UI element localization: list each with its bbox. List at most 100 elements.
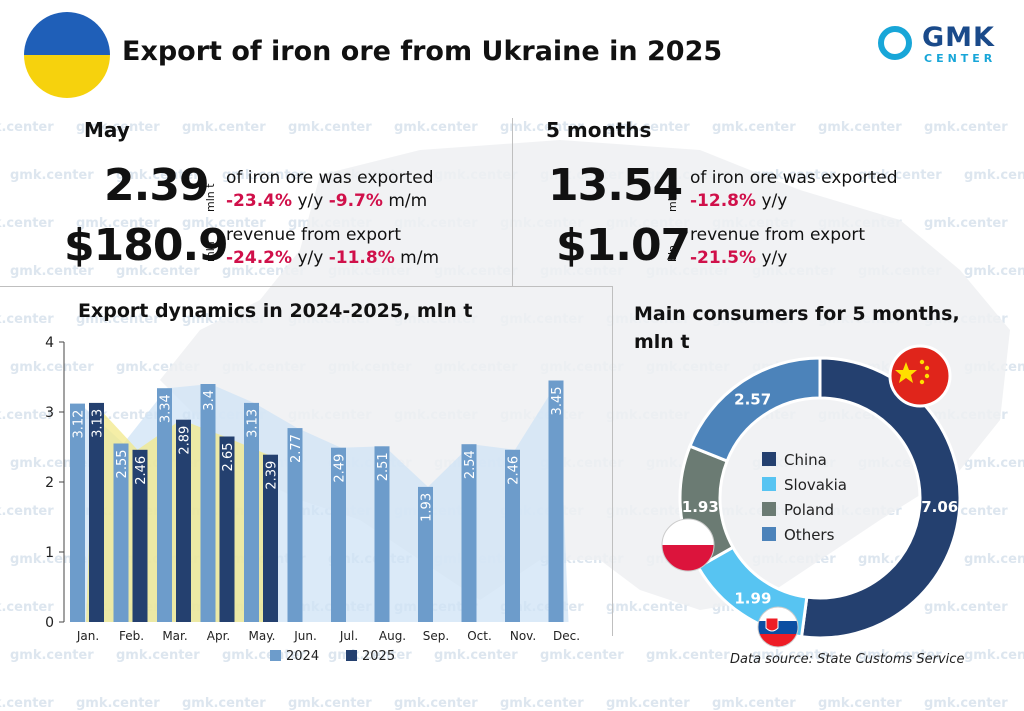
page-title: Export of iron ore from Ukraine in 2025 (122, 36, 723, 67)
x-tick-label: Jul. (339, 629, 358, 643)
x-tick-label: Oct. (467, 629, 492, 643)
bar-2024-label: 2.77 (289, 434, 304, 463)
donut-legend-label: China (784, 451, 827, 469)
y-tick-label: 2 (45, 475, 54, 491)
five-months-revenue: $1.07 (556, 220, 691, 271)
divider-horizontal (0, 286, 612, 287)
y-tick-label: 0 (45, 615, 54, 631)
five-months-volume-desc: of iron ore was exported (690, 168, 898, 188)
bar-2025-label: 2.65 (221, 443, 236, 472)
ukraine-flag-icon (24, 12, 110, 98)
five-months-revenue-change: -21.5% y/y (690, 248, 788, 268)
bar-chart-title: Export dynamics in 2024-2025, mln t (78, 300, 473, 322)
divider-vertical (512, 118, 513, 286)
slovakia-flag-icon (757, 606, 799, 648)
may-volume-desc: of iron ore was exported (226, 168, 434, 188)
bar-2024 (287, 428, 303, 622)
watermark-text: gmk.center (500, 696, 584, 711)
bar-2024-label: 1.93 (420, 493, 435, 522)
x-tick-label: Aug. (379, 629, 406, 643)
bar-2024 (244, 402, 259, 622)
may-revenue: $180.9 (64, 220, 229, 271)
x-tick-label: Sep. (423, 629, 449, 643)
may-volume: 2.39 (104, 160, 210, 211)
may-volume-change: -23.4% y/y -9.7% m/m (226, 191, 428, 211)
bar-2024 (70, 403, 85, 622)
divider-vertical-lower (612, 286, 613, 636)
donut-legend-label: Poland (784, 501, 834, 519)
five-months-revenue-yy: -21.5% (690, 248, 757, 268)
donut-legend-swatch (762, 502, 776, 516)
bar-2024-label: 2.46 (507, 456, 522, 485)
five-months-volume-change: -12.8% y/y (690, 191, 788, 211)
legend-swatch (346, 650, 357, 661)
bar-2025 (176, 419, 191, 622)
bar-2024-label: 3.4 (202, 390, 217, 411)
bar-2024 (548, 380, 564, 622)
donut-chart-title: Main consumers for 5 months, mln t (634, 303, 960, 353)
may-volume-mm: -9.7% (328, 191, 383, 211)
donut-slice-label: 1.99 (734, 589, 771, 607)
donut-slice-label: 1.93 (682, 498, 719, 516)
y-tick-label: 3 (45, 405, 54, 421)
watermark-text: gmk.center (394, 696, 478, 711)
bar-2024 (418, 486, 433, 622)
may-heading: May (84, 118, 130, 142)
five-months-volume-unit: mln t (666, 183, 679, 212)
bar-2025-label: 2.39 (265, 461, 280, 490)
five-months-volume-yy: -12.8% (690, 191, 757, 211)
bar-2025 (132, 449, 148, 622)
donut-legend-swatch (762, 452, 776, 466)
bar-2024 (113, 443, 129, 622)
watermark-text: gmk.center (818, 696, 902, 711)
donut-legend-label: Slovakia (784, 476, 847, 494)
may-revenue-desc: revenue from export (226, 225, 402, 245)
x-tick-label: May. (249, 629, 276, 643)
bar-2024-label: 3.12 (72, 410, 87, 439)
x-tick-label: Apr. (207, 629, 230, 643)
china-flag-icon (888, 344, 952, 408)
watermark-text: gmk.center (0, 696, 54, 711)
watermark-text: gmk.center (924, 696, 1008, 711)
five-months-revenue-desc: revenue from export (690, 225, 866, 245)
donut-legend-swatch (762, 527, 776, 541)
bar-2024 (374, 446, 390, 622)
x-tick-label: Jan. (76, 629, 99, 643)
may-revenue-change: -24.2% y/y -11.8% m/m (226, 248, 440, 268)
y-tick-label: 1 (45, 545, 54, 561)
donut-legend-label: Others (784, 526, 835, 544)
x-tick-label: Dec. (553, 629, 580, 643)
may-volume-yy: -23.4% (226, 191, 293, 211)
logo-ring-icon (878, 26, 912, 60)
bar-2024-label: 2.49 (333, 454, 348, 483)
watermark-text: gmk.center (76, 696, 160, 711)
bar-2024 (331, 447, 346, 622)
bar-2024-label: 2.54 (463, 450, 478, 479)
five-months-revenue-unit: bln (666, 244, 679, 262)
may-revenue-mm: -11.8% (328, 248, 395, 268)
bar-2025-label: 2.46 (134, 456, 149, 485)
legend-swatch (270, 650, 281, 661)
bar-chart: 0 1 2 3 4 3.12 3.13 Jan. 2.55 2.46 Feb. 3.34 2.89 Mar… (45, 335, 580, 664)
donut-chart: 7.06 1.99 1.93 2.57 China Slovakia Poland Other… (661, 344, 962, 648)
data-source: Data source: State Customs Service (730, 652, 965, 667)
bar-2024 (157, 388, 172, 622)
x-tick-label: Jun. (293, 629, 317, 643)
bar-2024 (461, 444, 477, 622)
donut-slice-label: 2.57 (734, 391, 771, 409)
donut-slice-label: 7.06 (921, 498, 958, 516)
bar-2024-label: 2.55 (115, 450, 130, 479)
logo-subtext: CENTER (924, 52, 997, 65)
donut-legend-swatch (762, 477, 776, 491)
bar-2024 (200, 384, 216, 622)
bar-2024-label: 3.45 (550, 387, 565, 416)
x-tick-label: Nov. (510, 629, 536, 643)
poland-flag-icon (661, 518, 715, 572)
donut-slice-china (799, 356, 962, 640)
bar-2024-label: 2.51 (376, 452, 391, 481)
x-tick-label: Feb. (119, 629, 144, 643)
logo-text: GMK (922, 22, 995, 53)
watermark-text: gmk.center (288, 696, 372, 711)
may-revenue-unit: mln (204, 241, 217, 262)
bar-2025 (89, 402, 104, 622)
